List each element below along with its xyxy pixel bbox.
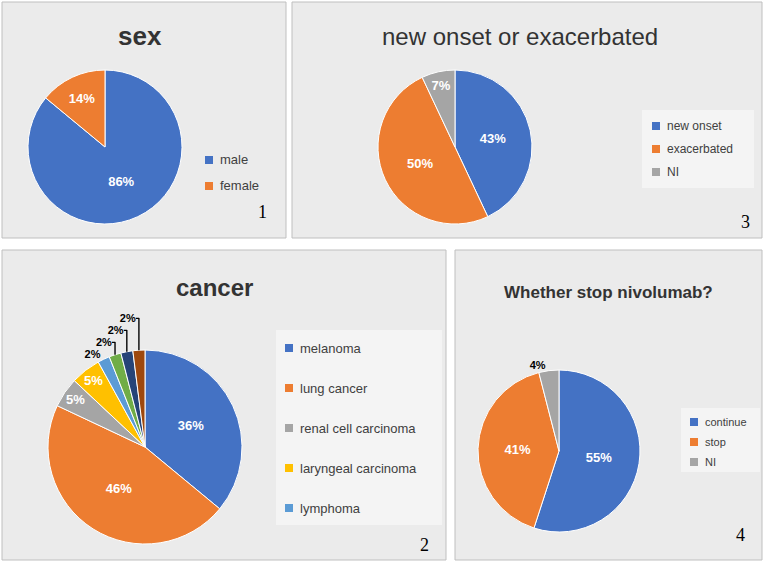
svg-text:lymphoma: lymphoma [300,501,361,516]
svg-text:sex: sex [118,21,162,51]
svg-text:stop: stop [705,436,726,448]
svg-text:exacerbated: exacerbated [667,142,733,156]
svg-text:4%: 4% [530,359,546,371]
svg-text:Whether stop nivolumab?: Whether stop nivolumab? [504,283,713,302]
svg-text:2%: 2% [85,348,101,360]
svg-text:2%: 2% [96,336,112,348]
svg-text:14%: 14% [69,91,95,106]
svg-text:5%: 5% [66,392,85,407]
svg-text:NI: NI [705,456,716,468]
svg-text:NI: NI [667,165,679,179]
svg-text:41%: 41% [504,442,530,457]
svg-text:2%: 2% [108,324,124,336]
svg-text:laryngeal carcinoma: laryngeal carcinoma [300,461,417,476]
svg-text:43%: 43% [480,131,506,146]
svg-text:2%: 2% [120,312,136,324]
svg-text:male: male [220,152,248,167]
svg-text:5%: 5% [84,373,103,388]
svg-text:3: 3 [741,212,750,232]
svg-text:86%: 86% [108,174,134,189]
svg-text:4: 4 [736,525,745,545]
svg-text:renal cell carcinoma: renal cell carcinoma [300,421,416,436]
svg-text:46%: 46% [106,481,132,496]
svg-text:cancer: cancer [176,274,253,301]
svg-text:female: female [220,178,259,193]
svg-text:melanoma: melanoma [300,341,361,356]
svg-text:55%: 55% [586,450,612,465]
svg-text:lung cancer: lung cancer [300,381,368,396]
svg-text:50%: 50% [407,156,433,171]
svg-text:continue: continue [705,416,747,428]
svg-text:new onset: new onset [667,119,722,133]
svg-text:7%: 7% [432,78,451,93]
svg-text:1: 1 [258,202,267,222]
svg-text:2: 2 [420,535,429,555]
svg-text:36%: 36% [178,418,204,433]
svg-text:new onset or exacerbated: new onset or exacerbated [382,23,658,50]
